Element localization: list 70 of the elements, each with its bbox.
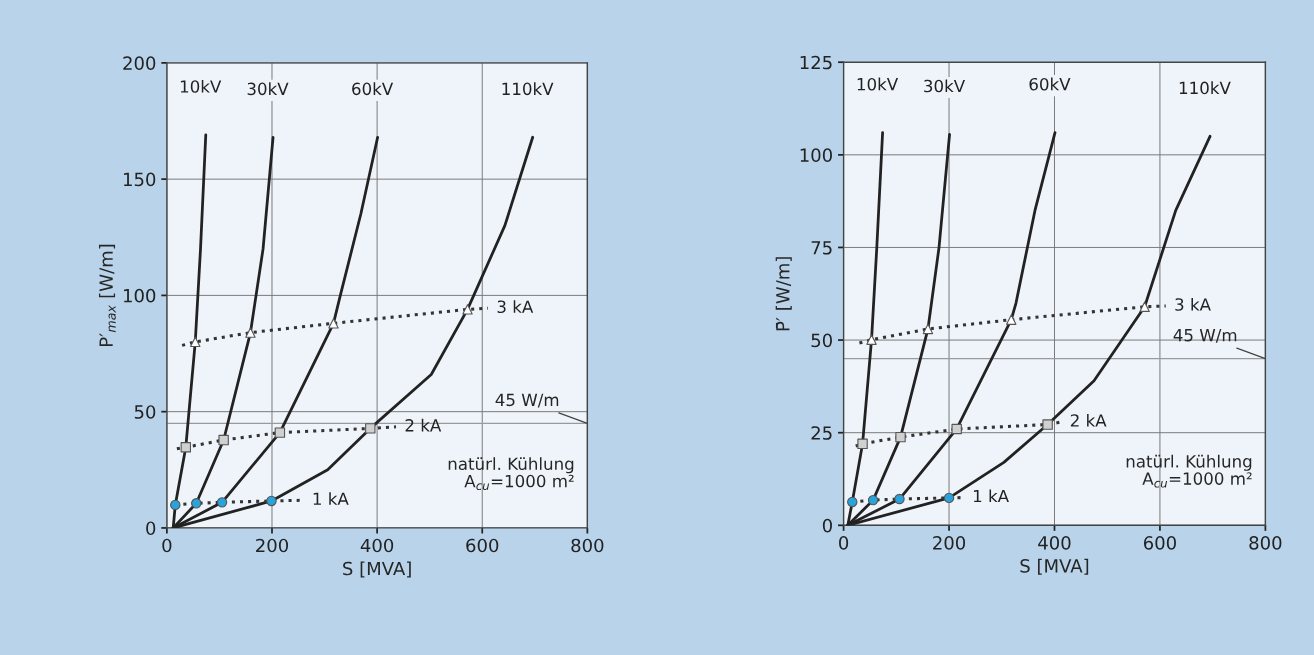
point bbox=[170, 499, 181, 511]
point bbox=[1042, 419, 1053, 430]
x-tick-label: 200 bbox=[933, 536, 966, 550]
x-tick-label: 800 bbox=[1249, 536, 1282, 550]
series-label: 2 kA bbox=[405, 418, 442, 432]
point bbox=[328, 318, 339, 329]
point bbox=[190, 336, 201, 348]
x-tick-label: 200 bbox=[256, 538, 289, 553]
x-tick-label: 0 bbox=[839, 536, 849, 550]
y-tick-label: 100 bbox=[800, 148, 832, 162]
point bbox=[191, 498, 202, 509]
point bbox=[462, 304, 473, 315]
point bbox=[218, 434, 229, 446]
text: 30kV bbox=[924, 79, 965, 93]
text: 60kV bbox=[352, 82, 394, 96]
point bbox=[867, 494, 879, 506]
series-label: 3 kA bbox=[1175, 297, 1211, 311]
x-tick-label: 400 bbox=[1038, 536, 1071, 550]
x-axis-title: S [MVA] bbox=[343, 561, 411, 578]
annotation: natürl. Kühlung A$_{cu}$=1000 m² bbox=[1126, 454, 1252, 488]
y-tick-label: 50 bbox=[811, 333, 832, 348]
text: 10kV bbox=[180, 79, 222, 93]
point bbox=[365, 423, 376, 434]
x-tick-label: 600 bbox=[1143, 536, 1176, 550]
point bbox=[857, 438, 868, 450]
series-label: 1 kA bbox=[973, 489, 1009, 503]
point bbox=[216, 497, 228, 508]
ref-line-label: 45 W/m bbox=[495, 393, 559, 408]
point bbox=[274, 427, 286, 438]
point bbox=[245, 327, 256, 338]
y-tick-label: 0 bbox=[822, 518, 832, 533]
y-tick-label: 125 bbox=[800, 55, 832, 70]
point bbox=[1139, 301, 1150, 312]
point bbox=[951, 423, 962, 435]
line-series bbox=[854, 420, 1063, 448]
point bbox=[894, 493, 905, 505]
y-axis-title: P′$_{max}$ [W/m] bbox=[98, 244, 116, 346]
y-tick-label: 25 bbox=[811, 426, 832, 440]
y-tick-label: 75 bbox=[811, 241, 832, 255]
x-tick-label: 600 bbox=[466, 538, 499, 553]
point bbox=[943, 492, 955, 504]
point bbox=[180, 442, 192, 453]
x-axis-title: S [MVA] bbox=[1020, 558, 1089, 575]
line-series bbox=[180, 306, 490, 347]
point bbox=[847, 496, 858, 508]
series-label: 3 kA bbox=[497, 300, 534, 314]
text: 110kV bbox=[502, 82, 554, 96]
point bbox=[266, 495, 277, 507]
point bbox=[922, 323, 934, 335]
y-axis-title: P̄′ [W/m] bbox=[775, 257, 792, 331]
x-tick-label: 0 bbox=[162, 538, 172, 553]
line-series bbox=[175, 425, 398, 451]
series-label: 2 kA bbox=[1070, 413, 1107, 427]
y-tick-label: 200 bbox=[123, 56, 156, 70]
series-label: 1 kA bbox=[313, 492, 349, 505]
text: 110kV bbox=[1179, 81, 1231, 95]
text: 60kV bbox=[1029, 77, 1071, 91]
point bbox=[1006, 314, 1017, 325]
x-tick-label: 800 bbox=[571, 538, 604, 553]
y-tick-label: 150 bbox=[123, 172, 156, 187]
text: 10kV bbox=[857, 77, 899, 91]
y-tick-label: 0 bbox=[146, 521, 156, 536]
text: 30kV bbox=[247, 82, 289, 96]
x-tick-label: 400 bbox=[360, 538, 394, 553]
ref-line-label: 45 W/m bbox=[1173, 329, 1237, 343]
y-tick-label: 50 bbox=[134, 405, 156, 419]
point bbox=[895, 431, 906, 443]
annotation: natürl. Kühlung A$_{cu}$=1000 m² bbox=[448, 457, 574, 491]
y-tick-label: 100 bbox=[123, 288, 156, 303]
point bbox=[866, 334, 877, 345]
